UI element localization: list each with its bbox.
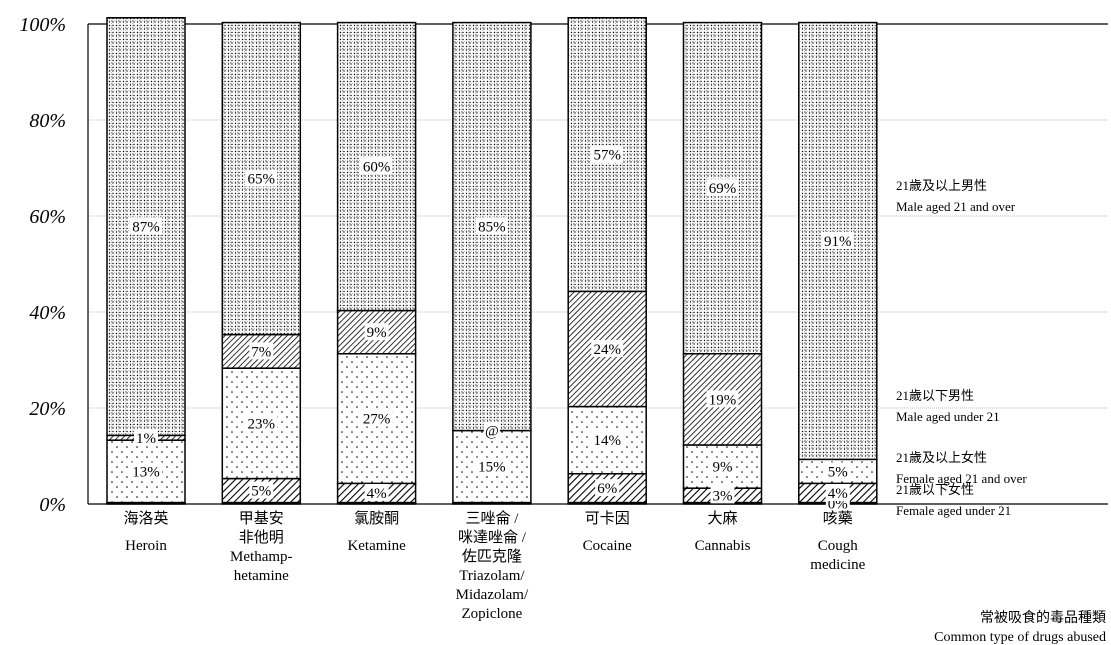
data-label: 19% [709, 392, 737, 408]
category-label-zh: 海洛英 [123, 509, 168, 527]
data-label-bg [475, 217, 508, 235]
data-label-bg [591, 339, 624, 357]
data-label: 69% [709, 181, 737, 197]
category-label-en: Cocaine [583, 538, 632, 554]
data-labels: 13% 1% 87% 5% 23% 7% 65% 4% 27% 9% 60% 15% @85% 6% 14%… [130, 145, 854, 512]
legend-label-zh: 21歲及以上女性 [896, 450, 987, 465]
category-label-zh: 甲基安 [239, 510, 284, 527]
data-label: 15% [478, 460, 506, 476]
data-label: 9% [713, 460, 733, 476]
data-label: 24% [593, 342, 621, 358]
data-label-bg [821, 231, 854, 249]
data-label-bg [595, 479, 620, 497]
data-label-bg [475, 457, 508, 475]
y-tick-label: 80% [29, 110, 66, 132]
category-label-en: Methamp- [230, 549, 292, 565]
data-label-bg [591, 145, 624, 163]
data-label: 3% [713, 488, 733, 504]
data-label: 5% [251, 484, 271, 500]
category-label-zh: 咳藥 [823, 510, 853, 527]
data-label-bg [591, 431, 624, 449]
data-label-bg [706, 390, 739, 408]
data-label-bg [710, 486, 735, 504]
category-label-zh: 三唑侖 / [465, 510, 519, 527]
legend-label-zh: 21歲以下男性 [896, 388, 974, 403]
data-label: 65% [248, 172, 276, 188]
data-label: 5% [828, 464, 848, 480]
y-tick-label: 20% [29, 398, 66, 420]
data-label: 23% [248, 416, 276, 432]
category-label-en: Ketamine [347, 538, 406, 554]
data-label-bg [249, 342, 274, 360]
data-label: 14% [593, 433, 621, 449]
data-label-bg [364, 483, 389, 501]
data-label-bg [245, 169, 278, 187]
data-label-bg [249, 481, 274, 499]
category-label-en: Heroin [125, 538, 167, 554]
category-label-en: Midazolam/ [456, 587, 529, 603]
data-label-bg [245, 414, 278, 432]
legend-label-en: Male aged 21 and over [896, 199, 1016, 214]
data-label-bg [825, 483, 850, 501]
category-label-en: hetamine [234, 568, 289, 584]
data-label-bg [130, 462, 162, 480]
data-label: 87% [132, 220, 160, 236]
category-label-zh: 氯胺酮 [354, 510, 399, 527]
y-tick-label: 60% [29, 206, 66, 228]
legend-label-zh: 21歲及以上男性 [896, 178, 987, 193]
category-label-zh: 咪達唑侖 / [458, 529, 527, 546]
legend-label-zh: 21歲以下女性 [896, 482, 974, 497]
legend: 21歲及以上男性 Male aged 21 and over 21歲以下男性 Male… [896, 178, 1027, 518]
category-label-zh: 佐匹克隆 [462, 548, 522, 565]
data-label-bg [360, 157, 393, 175]
data-label: 13% [132, 464, 160, 480]
legend-label-en: Female aged under 21 [896, 503, 1011, 518]
data-label: 85% [478, 220, 506, 236]
data-label: 60% [363, 160, 391, 176]
data-label-bg [134, 428, 158, 446]
data-label-bg [710, 457, 735, 475]
data-label: 4% [828, 486, 848, 502]
data-label: 6% [597, 481, 617, 497]
data-label: 1% [136, 431, 156, 447]
y-tick-label: 40% [29, 302, 66, 324]
data-label: @ [485, 424, 499, 440]
data-label-bg [130, 217, 162, 235]
category-label-en: Cannabis [695, 538, 751, 554]
category-label-en: Triazolam/ [459, 568, 525, 584]
data-label: 57% [593, 148, 621, 164]
data-label: 4% [367, 486, 387, 502]
data-label-bg [360, 409, 393, 427]
y-tick-label: 100% [19, 14, 66, 36]
legend-label-en: Female aged 21 and over [896, 471, 1027, 486]
category-label-zh: 非他明 [239, 529, 284, 546]
data-label: 7% [251, 344, 271, 360]
category-label-zh: 可卡因 [585, 510, 630, 527]
category-label-zh: 大麻 [707, 510, 737, 527]
data-label: 9% [367, 325, 387, 341]
data-label-bg [483, 421, 500, 439]
category-label-en: medicine [810, 557, 865, 573]
data-label: 27% [363, 412, 391, 428]
legend-label-en: Male aged under 21 [896, 409, 1000, 424]
data-label: 91% [824, 234, 852, 250]
data-label-bg [825, 462, 850, 480]
x-axis-title-en: Common type of drugs abused [934, 630, 1106, 645]
x-axis-title: 常被吸食的毒品種類 Common type of drugs abused [934, 609, 1106, 645]
y-tick-label: 0% [39, 494, 66, 516]
data-label-bg [706, 179, 739, 197]
category-label-en: Cough [818, 538, 859, 554]
category-label-en: Zopiclone [461, 606, 522, 622]
data-label-bg [364, 323, 389, 341]
x-axis-title-zh: 常被吸食的毒品種類 [980, 609, 1106, 626]
